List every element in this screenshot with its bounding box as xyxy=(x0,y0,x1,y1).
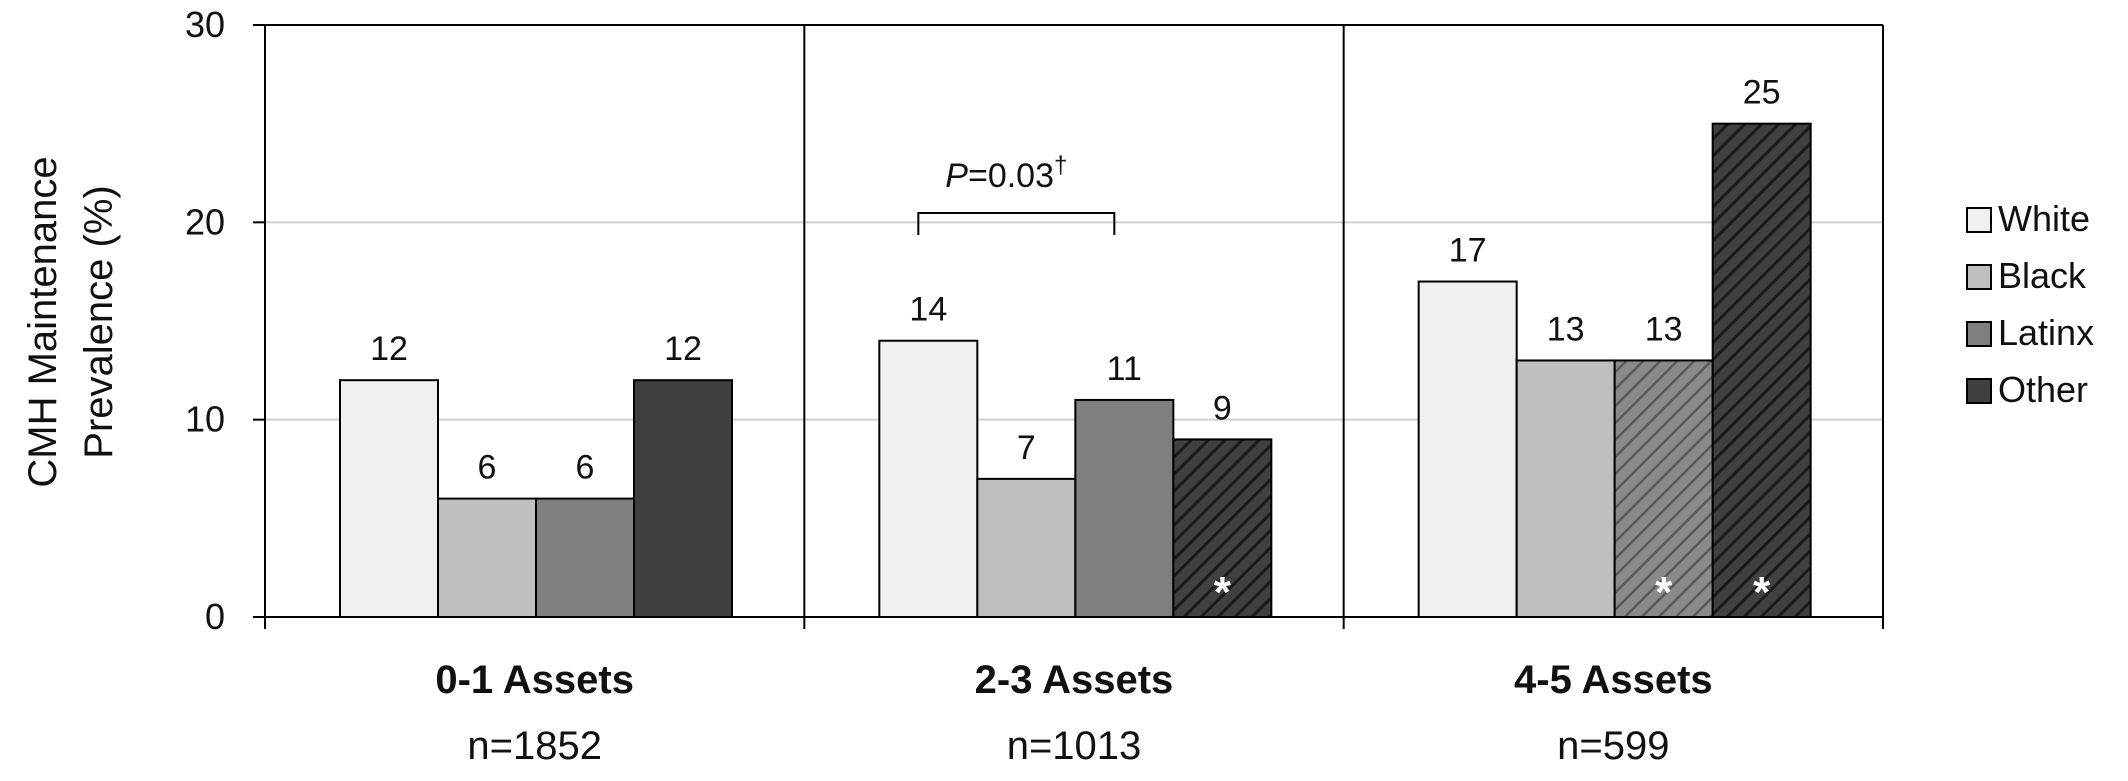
legend-swatch-black xyxy=(1966,264,1992,290)
bar-black xyxy=(1515,359,1616,618)
bar-value-label: 17 xyxy=(1449,232,1487,270)
legend-swatch-latinx xyxy=(1966,321,1992,347)
y-axis-title: CMH Maintenance Prevalence (%) xyxy=(21,156,121,487)
p-value-dagger: † xyxy=(1054,152,1067,179)
group-label: 0-1 Assets xyxy=(435,658,634,702)
labels: 0 10 20 30 12 6 6 12 0-1 Assets n=1852 14 7 11 9 * 2-3 … xyxy=(21,4,1781,768)
bar-value-label: 9 xyxy=(1213,389,1232,427)
significance-star: * xyxy=(1753,568,1771,617)
bar-value-label: 6 xyxy=(576,449,595,487)
group-n-label: n=1013 xyxy=(1007,724,1142,768)
bar-value-label: 14 xyxy=(909,291,947,329)
p-value-number: =0.03 xyxy=(968,157,1054,195)
bar-black xyxy=(976,477,1077,618)
legend-label-white: White xyxy=(1998,198,2090,239)
y-axis-title-line: Prevalence (%) xyxy=(77,185,121,458)
significance-star: * xyxy=(1214,568,1232,617)
bar-white xyxy=(878,339,979,618)
bar-value-label: 6 xyxy=(478,449,497,487)
legend: White Black Latinx Other xyxy=(1966,198,2094,410)
legend-swatch-other xyxy=(1966,378,1992,404)
group-n-label: n=1852 xyxy=(467,724,602,768)
bar-value-label: 13 xyxy=(1645,310,1683,348)
bar-other xyxy=(1172,438,1273,618)
bar-value-label: 13 xyxy=(1547,310,1585,348)
legend-swatch-white xyxy=(1966,207,1992,233)
group-label: 4-5 Assets xyxy=(1514,658,1713,702)
bars xyxy=(339,122,1812,619)
bar-value-label: 12 xyxy=(664,330,702,368)
p-value-italic: P xyxy=(945,157,968,195)
bar-value-label: 11 xyxy=(1107,350,1142,388)
bar-value-label: 25 xyxy=(1743,74,1781,112)
axes xyxy=(253,24,1884,629)
bar-other xyxy=(1711,122,1812,619)
bar-latinx xyxy=(535,497,635,619)
bar-value-label: 12 xyxy=(370,330,408,368)
y-tick-label: 10 xyxy=(185,399,225,440)
bar-black xyxy=(437,497,537,619)
bar-latinx xyxy=(1613,359,1714,618)
bar-value-label: 7 xyxy=(1017,429,1036,467)
y-tick-label: 30 xyxy=(185,4,225,45)
legend-label-black: Black xyxy=(1998,255,2087,296)
p-value-bracket xyxy=(917,212,1116,235)
bar-latinx xyxy=(1074,398,1175,618)
y-tick-label: 20 xyxy=(185,201,225,242)
group-n-label: n=599 xyxy=(1557,724,1669,768)
bar-other xyxy=(633,379,733,619)
y-tick-label: 0 xyxy=(205,596,225,637)
y-axis-title-line: CMH Maintenance xyxy=(21,156,65,487)
bar-white xyxy=(1417,280,1518,618)
legend-label-other: Other xyxy=(1998,369,2088,410)
p-value-label: P=0.03† xyxy=(945,152,1067,195)
legend-label-latinx: Latinx xyxy=(1998,312,2094,353)
group-label: 2-3 Assets xyxy=(975,658,1174,702)
bar-white xyxy=(339,379,439,619)
significance-star: * xyxy=(1655,568,1673,617)
